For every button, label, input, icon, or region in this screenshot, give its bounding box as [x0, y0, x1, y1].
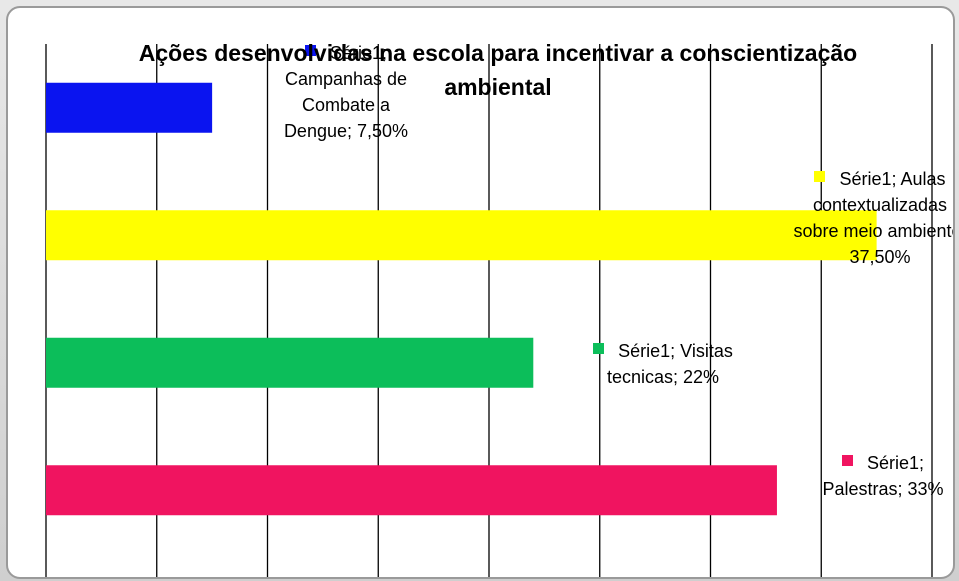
chart-area: Série1Campanhas de Combate a Dengue7,50%…: [6, 6, 955, 579]
value-label: 7,50%: [357, 121, 409, 141]
series-name: Série1: [618, 341, 680, 361]
chart: [45, 44, 933, 577]
value-label: 22%: [683, 367, 720, 387]
value-label: 33%: [907, 479, 944, 499]
value-label: 37,50%: [849, 247, 911, 267]
legend-key: [593, 343, 605, 354]
series-name: Série1: [839, 169, 900, 189]
bar: [46, 210, 877, 261]
bar: [46, 465, 777, 516]
chart-title: Ações desenvolvidas na escola para incen…: [138, 40, 858, 100]
category-label: Palestras: [822, 479, 907, 499]
bar: [46, 82, 213, 133]
legend-key: [814, 171, 826, 182]
series-name: Série1: [330, 43, 387, 63]
data-label: Série1Aulas contextualizadas sobre meio …: [792, 166, 953, 270]
series-name: Série1: [867, 453, 924, 473]
legend-key: [841, 455, 853, 466]
data-label: Série1 Palestras33%: [808, 450, 953, 502]
data-label: Série1Campanhas de Combate a Dengue7,50%: [271, 40, 421, 144]
category-label: Aulas contextualizadas sobre meio ambien…: [793, 169, 953, 241]
bar: [46, 337, 534, 388]
legend-key: [304, 45, 316, 56]
data-label: Série1Visitas tecnicas22%: [563, 338, 763, 390]
